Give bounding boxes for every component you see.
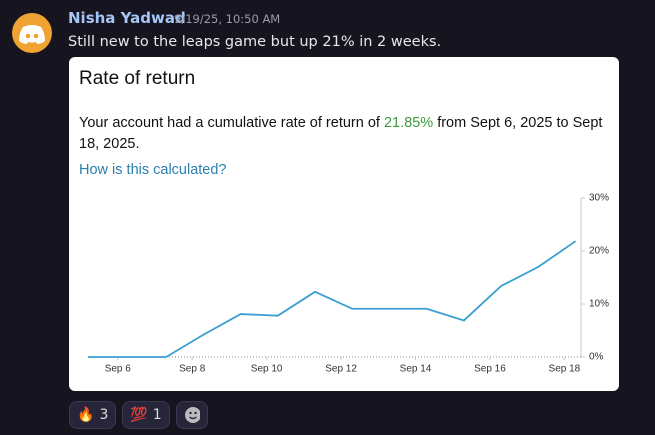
x-tick-label: Sep 14	[400, 364, 432, 375]
x-tick-label: Sep 12	[325, 364, 357, 375]
summary-text: Your account had a cumulative rate of re…	[79, 115, 380, 131]
add-reaction[interactable]	[175, 401, 208, 429]
reaction-emoji: 🔥	[77, 407, 95, 423]
smile-icon	[184, 407, 200, 423]
x-tick-label: Sep 8	[179, 364, 206, 375]
reaction-count: 3	[99, 407, 109, 423]
reaction-emoji: 💯	[130, 407, 148, 423]
summary-highlight: 21.85%	[383, 115, 434, 131]
message-text: Still new to the leaps game but up 21% i…	[68, 34, 442, 50]
chart: 0% 10% 20% 30% Sep 6 Sep 8 Sep 10 Sep 12 Sep 14 S…	[88, 193, 609, 375]
y-tick-label: 0%	[589, 352, 604, 363]
x-tick-label: Sep 6	[105, 364, 132, 375]
reactions: 🔥 3 💯 1	[69, 401, 208, 429]
embed-card: Rate of return Your account had a cumula…	[69, 57, 619, 391]
summary: Your account had a cumulative rate of re…	[79, 113, 619, 155]
author[interactable]: Nisha Yadwad	[68, 9, 186, 27]
return-line	[88, 240, 577, 358]
reaction[interactable]: 💯 1	[122, 401, 170, 429]
x-tick-label: Sep 10	[251, 364, 283, 375]
summary-text: from Sept 6, 2025 to Sept 18, 2025.	[79, 115, 603, 152]
x-tick-label: Sep 16	[474, 364, 506, 375]
timestamp: 9/19/25, 10:50 AM	[174, 12, 281, 26]
reaction[interactable]: 🔥 3	[69, 401, 117, 429]
reaction-count: 1	[152, 407, 162, 423]
avatar[interactable]	[12, 13, 52, 53]
discord-logo	[19, 25, 45, 44]
x-tick-label: Sep 18	[549, 364, 581, 375]
help-link[interactable]: How is this calculated?	[79, 162, 227, 178]
y-tick-label: 10%	[589, 299, 609, 310]
card-title: Rate of return	[79, 68, 196, 89]
y-tick-label: 20%	[589, 246, 609, 257]
y-tick-label: 30%	[589, 193, 609, 204]
